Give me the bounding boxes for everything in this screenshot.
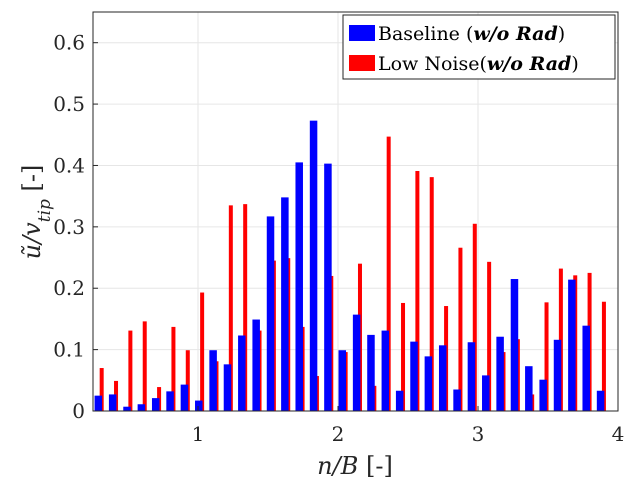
legend-label-low-noise-prefix: Low Noise( xyxy=(378,53,487,75)
low-noise-bar xyxy=(99,368,104,411)
baseline-bar xyxy=(180,384,189,411)
baseline-bar xyxy=(195,400,203,411)
y-tick-label: 0.5 xyxy=(53,92,85,116)
baseline-bar xyxy=(467,342,476,411)
low-noise-bar xyxy=(472,223,477,411)
baseline-bar xyxy=(281,197,289,411)
legend: Baseline (w/o Rad) Low Noise(w/o Rad) xyxy=(342,14,616,80)
axis-ticks: 0 0.1 0.2 0.3 0.4 0.5 0.6 1 2 3 4 xyxy=(53,31,624,446)
baseline-bar xyxy=(453,389,461,411)
baseline-bar xyxy=(151,398,160,411)
baseline-bar xyxy=(238,335,246,411)
x-tick-label: 1 xyxy=(192,422,205,446)
low-noise-bar xyxy=(386,136,391,411)
baseline-bar xyxy=(352,314,361,411)
legend-box xyxy=(342,14,616,80)
baseline-bar xyxy=(266,216,275,411)
baseline-bar xyxy=(539,379,547,411)
x-tick-label: 3 xyxy=(472,422,485,446)
low-noise-bar xyxy=(142,321,147,411)
baseline-bar xyxy=(482,375,490,411)
y-tick-label: 0.2 xyxy=(53,276,85,300)
baseline-bar xyxy=(367,334,375,411)
baseline-bar xyxy=(582,325,590,411)
low-noise-bar xyxy=(128,330,133,411)
baseline-bar xyxy=(410,341,418,411)
baseline-bar xyxy=(309,120,318,412)
baseline-bar xyxy=(223,364,232,411)
baseline-bar xyxy=(324,163,332,411)
baseline-bar xyxy=(525,366,533,411)
baseline-bar xyxy=(123,406,131,411)
low-noise-bar xyxy=(185,350,190,411)
low-noise-bar xyxy=(171,326,176,411)
baseline-bar xyxy=(295,162,303,411)
low-noise-bar xyxy=(458,247,463,411)
baseline-bar xyxy=(209,350,217,411)
baseline-bar xyxy=(94,395,103,411)
legend-label-low-noise-emph: w/o Rad xyxy=(487,53,571,75)
baseline-bar xyxy=(424,356,433,411)
low-noise-bar xyxy=(544,302,549,411)
low-noise-bar xyxy=(401,302,406,411)
baseline-bar xyxy=(381,330,390,411)
legend-label-baseline: Baseline (w/o Rad) xyxy=(378,23,565,45)
low-noise-bar xyxy=(429,177,434,411)
baseline-bar xyxy=(438,345,447,411)
plot-frame xyxy=(92,11,619,412)
legend-swatch-baseline xyxy=(349,25,375,41)
low-noise-bar xyxy=(601,301,606,411)
legend-label-low-noise: Low Noise(w/o Rad) xyxy=(378,53,579,75)
y-tick-label: 0.3 xyxy=(53,215,85,239)
legend-label-low-noise-suffix: ) xyxy=(571,53,578,75)
x-axis-label: n/B [-] xyxy=(317,452,393,480)
baseline-bar xyxy=(395,390,404,411)
baseline-bar xyxy=(108,394,117,411)
legend-swatch-low-noise xyxy=(349,55,375,71)
baseline-bar xyxy=(338,350,347,411)
y-axis-label: ũ/vtip [-] xyxy=(18,165,55,260)
y-tick-label: 0.1 xyxy=(53,338,85,362)
baseline-bar xyxy=(596,390,605,411)
legend-label-baseline-emph: w/o Rad xyxy=(473,23,557,45)
baseline-bar xyxy=(553,339,562,411)
low-noise-bar xyxy=(228,205,233,411)
low-noise-bar xyxy=(243,204,248,411)
baseline-bar xyxy=(496,336,504,411)
baseline-bar xyxy=(510,279,519,411)
baseline-bars xyxy=(94,120,605,412)
low-noise-bar xyxy=(415,170,420,411)
y-tick-label: 0.6 xyxy=(53,31,85,55)
x-tick-label: 4 xyxy=(612,422,625,446)
baseline-bar xyxy=(166,391,174,411)
low-noise-bar xyxy=(487,261,492,411)
x-tick-label: 2 xyxy=(332,422,345,446)
baseline-bar xyxy=(252,319,260,411)
legend-label-baseline-suffix: ) xyxy=(558,23,565,45)
y-tick-label: 0 xyxy=(72,399,85,423)
baseline-bar xyxy=(137,404,146,411)
baseline-bar xyxy=(568,279,576,411)
y-tick-label: 0.4 xyxy=(53,153,85,177)
legend-label-baseline-prefix: Baseline ( xyxy=(378,23,473,45)
low-noise-bar xyxy=(200,292,205,411)
